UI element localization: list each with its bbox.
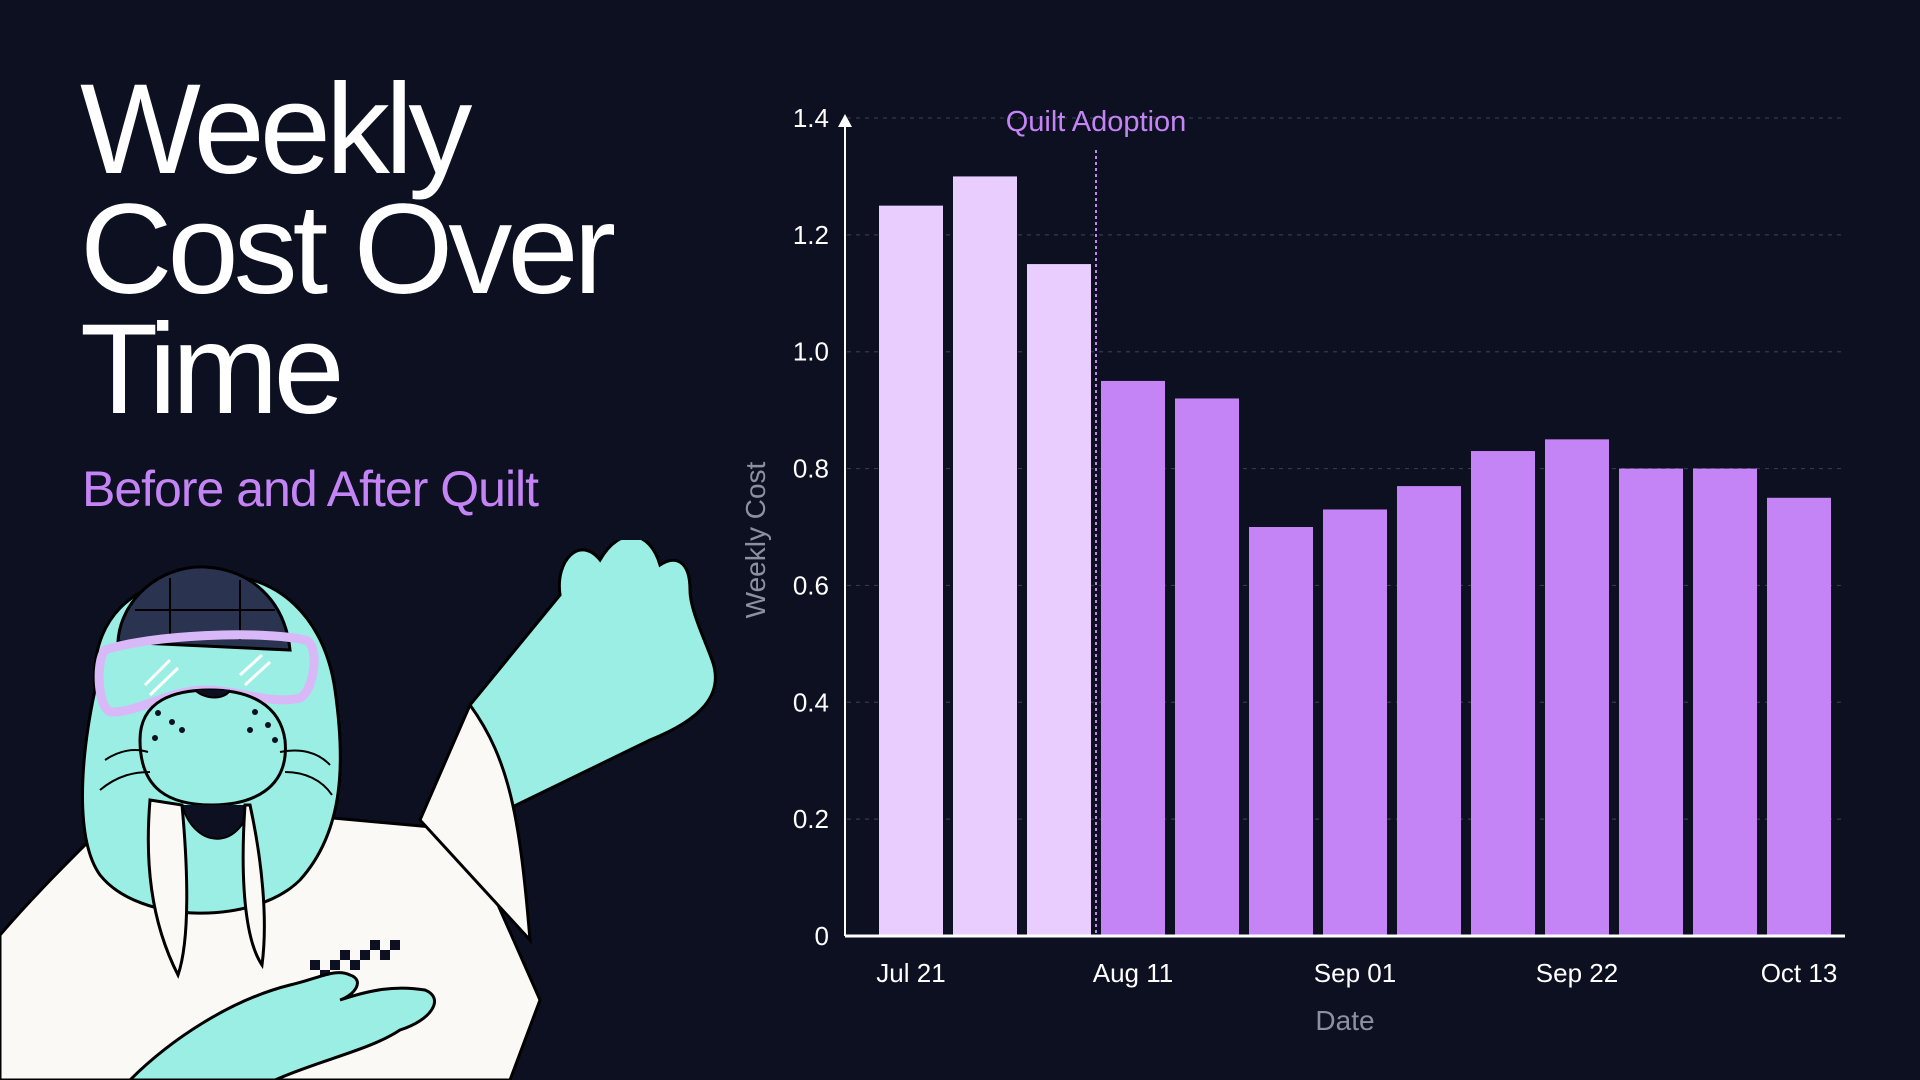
bar [1767,497,1831,936]
y-tick-label: 1.4 [793,103,829,133]
bar [1027,264,1091,937]
x-tick-label: Aug 11 [1093,958,1173,988]
bar [1101,380,1165,936]
y-tick-label: 1.2 [793,220,829,250]
y-tick-label: 1.0 [793,337,829,367]
mascot-snout [138,688,287,807]
walrus-mascot-icon [0,540,717,1080]
y-tick-label: 0.8 [793,454,829,484]
x-tick-label: Sep 22 [1536,958,1618,988]
y-tick-label: 0.6 [793,570,829,600]
mascot-beanie [116,565,292,652]
bar [1619,468,1683,936]
bar [953,176,1017,936]
x-tick-label: Oct 13 [1761,958,1838,988]
whisker-dots [152,709,278,743]
page-title: Weekly Cost Over Time [80,58,616,441]
bar [1249,527,1313,936]
bar [1175,398,1239,936]
mascot-sleeve [418,701,532,945]
y-tick-label: 0.2 [793,804,829,834]
mascot-tusk-left [146,798,189,979]
bar [1545,439,1609,936]
x-tick-label: Jul 21 [876,958,945,988]
bar [1323,509,1387,936]
bar [1397,486,1461,936]
y-tick-label: 0 [815,921,829,951]
adoption-annotation-label: Quilt Adoption [1006,106,1187,138]
mascot-hand [127,971,436,1080]
bar [1471,451,1535,936]
x-axis-title: Date [1315,1005,1374,1036]
x-tick-label: Sep 01 [1314,958,1396,988]
y-axis-title: Weekly Cost [740,461,771,618]
y-axis-arrow-icon [838,114,852,127]
y-tick-label: 0.4 [793,687,829,717]
mascot-tusk-right [241,803,266,970]
bar-chart: 0 0.2 0.4 0.6 0.8 1.0 1.2 1.4 Quilt Adoption Jul … [740,103,1845,1036]
bar [1693,468,1757,936]
page-subtitle: Before and After Quilt [82,461,539,517]
title-block: Weekly Cost Over Time Before and After Q… [80,58,720,518]
bar [879,205,943,937]
goggles-icon [94,630,319,717]
mascot-raised-arm [463,540,717,833]
